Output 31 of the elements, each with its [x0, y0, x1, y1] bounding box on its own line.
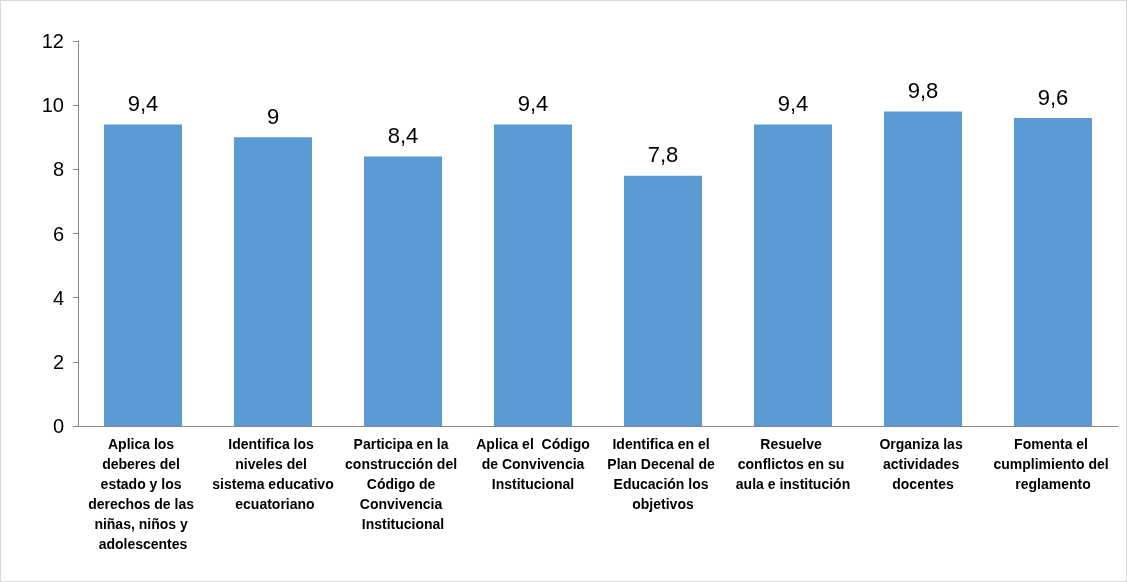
y-tick-label: 8 [52, 158, 64, 181]
data-label: 9,4 [777, 90, 809, 116]
bar [494, 124, 572, 426]
y-tick-label: 2 [52, 350, 64, 373]
x-tick-label: Identifica en el Plan Decenal de Educación los objetivos [607, 436, 719, 512]
bar [104, 124, 182, 426]
data-label: 9,4 [517, 90, 549, 116]
y-tick-label: 10 [41, 94, 64, 117]
bar [364, 156, 442, 426]
bar [884, 111, 962, 426]
data-label: 9 [266, 103, 280, 129]
y-tick-label: 6 [52, 222, 64, 245]
y-tick-label: 4 [52, 286, 64, 309]
x-tick-label: Resuelve conflictos en su aula e institución [735, 436, 851, 492]
data-label: 9,8 [907, 78, 939, 104]
bar [624, 175, 702, 426]
data-label: 7,8 [647, 142, 679, 168]
x-tick-label: Participa en la construcción del Código de Convivencia Institucional [345, 436, 461, 532]
bar [754, 124, 832, 426]
x-tick-label: Aplica los deberes del estado y los derechos de las niñas, niños y adolescentes [88, 436, 198, 552]
y-tick-label: 12 [41, 30, 64, 52]
bar [1014, 118, 1092, 426]
x-tick-label: Fomenta el cumplimiento del reglamento [993, 436, 1113, 492]
y-tick-label: 0 [52, 415, 64, 437]
data-label: 9,4 [127, 90, 159, 116]
bar [234, 137, 312, 426]
x-tick-label: Organiza las actividades docentes [879, 436, 967, 492]
x-tick-label: Aplica el Código de Convivencia Institucional [476, 436, 590, 492]
x-tick-label: Identifica los niveles del sistema educativo ecuatoriano [212, 436, 334, 512]
data-label: 9,6 [1037, 84, 1069, 110]
data-label: 8,4 [387, 123, 419, 148]
